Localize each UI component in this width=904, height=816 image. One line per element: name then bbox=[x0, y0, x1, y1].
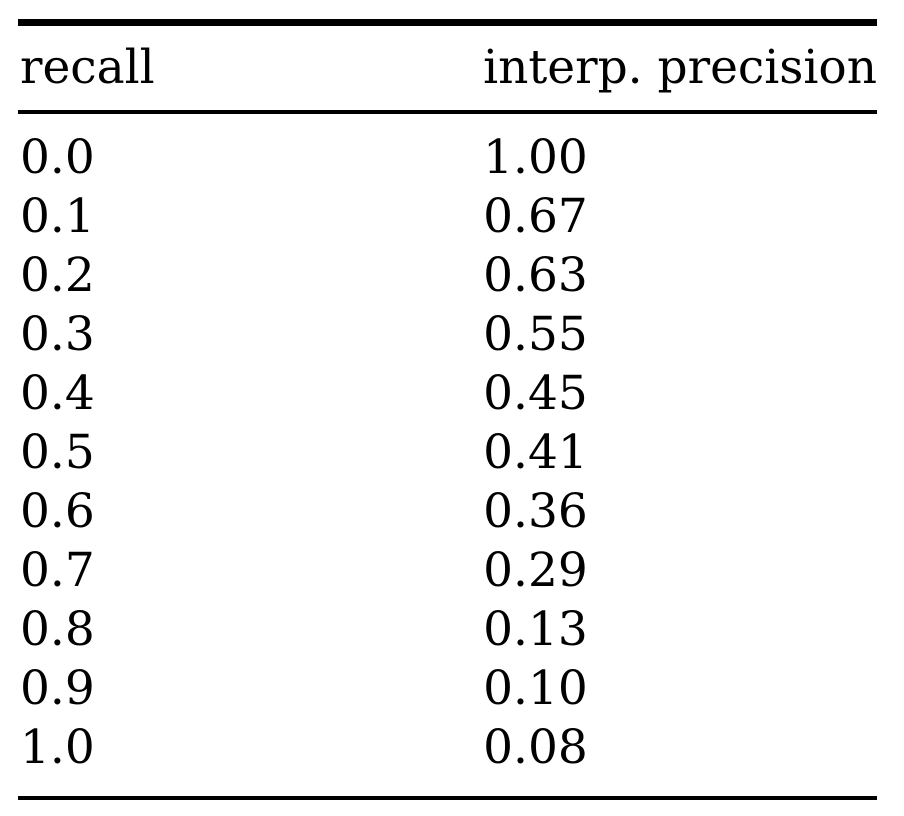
recall-cell: 0.5 bbox=[20, 425, 95, 480]
recall-cell: 0.8 bbox=[20, 602, 95, 657]
table-header: recall interp. precision bbox=[18, 22, 877, 114]
table-row: 0.6 0.36 bbox=[18, 482, 877, 541]
recall-cell: 0.0 bbox=[20, 130, 95, 185]
table-row: 0.7 0.29 bbox=[18, 541, 877, 600]
recall-cell: 0.9 bbox=[20, 661, 95, 716]
table-row: 0.5 0.41 bbox=[18, 423, 877, 482]
column-header-interp-precision: interp. precision bbox=[481, 22, 877, 114]
interp-precision-cell: 0.63 bbox=[483, 248, 588, 303]
table-row: 1.0 0.08 bbox=[18, 718, 877, 798]
column-header-recall: recall bbox=[18, 22, 482, 114]
table-body: 0.0 1.00 0.1 0.67 0.2 0.63 0.3 0.55 0.4 0.45 0.5 0.… bbox=[18, 112, 877, 798]
interp-precision-cell: 0.67 bbox=[483, 189, 588, 244]
precision-recall-table: recall interp. precision 0.0 1.00 0.1 0.67 0… bbox=[18, 19, 877, 800]
interp-precision-cell: 0.13 bbox=[483, 602, 588, 657]
interp-precision-cell: 0.08 bbox=[483, 720, 588, 775]
recall-cell: 0.4 bbox=[20, 366, 95, 421]
recall-cell: 1.0 bbox=[20, 720, 95, 775]
table-row: 0.8 0.13 bbox=[18, 600, 877, 659]
table-row: 0.9 0.10 bbox=[18, 659, 877, 718]
recall-cell: 0.6 bbox=[20, 484, 95, 539]
table-row: 0.3 0.55 bbox=[18, 305, 877, 364]
recall-cell: 0.7 bbox=[20, 543, 95, 598]
header-row: recall interp. precision bbox=[18, 22, 877, 114]
interp-precision-cell: 0.45 bbox=[483, 366, 588, 421]
recall-cell: 0.2 bbox=[20, 248, 95, 303]
interp-precision-cell: 0.41 bbox=[483, 425, 588, 480]
table-row: 0.2 0.63 bbox=[18, 246, 877, 305]
interp-precision-cell: 0.36 bbox=[483, 484, 588, 539]
interp-precision-cell: 0.10 bbox=[483, 661, 588, 716]
recall-cell: 0.1 bbox=[20, 189, 95, 244]
table-row: 0.4 0.45 bbox=[18, 364, 877, 423]
table-row: 0.0 1.00 bbox=[18, 112, 877, 187]
interp-precision-cell: 0.55 bbox=[483, 307, 588, 362]
recall-cell: 0.3 bbox=[20, 307, 95, 362]
interp-precision-cell: 0.29 bbox=[483, 543, 588, 598]
table-row: 0.1 0.67 bbox=[18, 187, 877, 246]
interp-precision-cell: 1.00 bbox=[483, 130, 588, 185]
